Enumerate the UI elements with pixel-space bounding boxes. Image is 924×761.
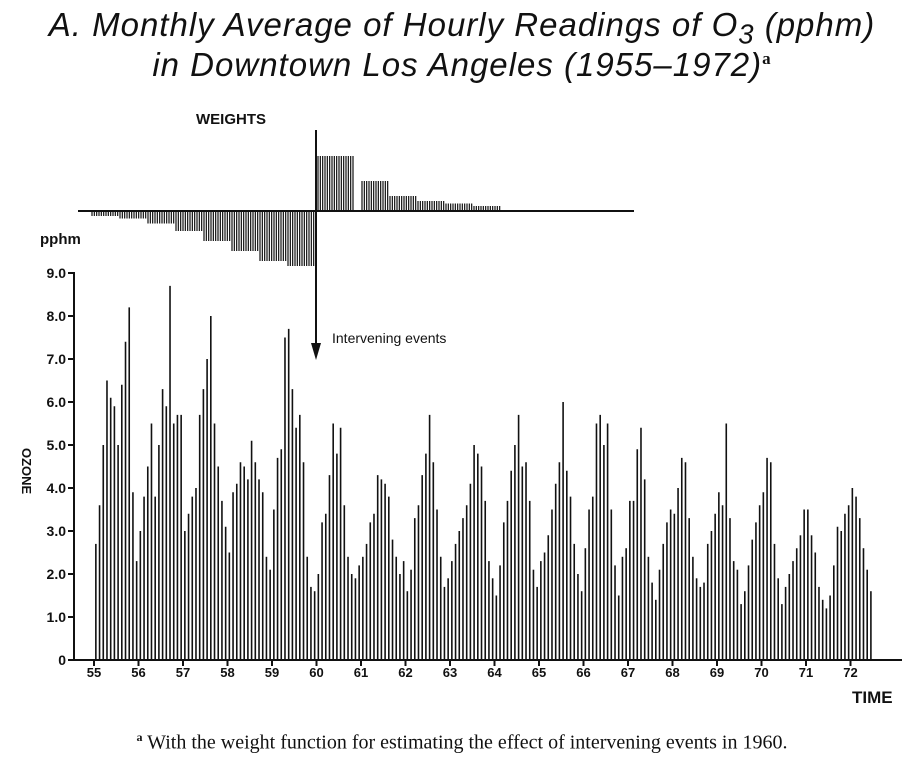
x-tick-label: 67: [621, 665, 635, 680]
x-tick-label: 68: [665, 665, 679, 680]
footnote-marker: a: [762, 49, 772, 68]
y-tick-label: 0: [58, 652, 66, 668]
x-tick-label: 55: [87, 665, 101, 680]
x-tick-label: 62: [398, 665, 412, 680]
y-axis-title: OZONE: [19, 448, 34, 495]
x-tick-label: 70: [754, 665, 768, 680]
footnote: a With the weight function for estimatin…: [0, 730, 924, 755]
x-tick-label: 72: [843, 665, 857, 680]
y-ticks: 0 1.0 2.0 3.0 4.0 5.0 6.0 7.0 8.0 9.0: [47, 265, 74, 668]
y-tick-label: 1.0: [47, 609, 67, 625]
weights-panel: WEIGHTS Intervening events: [78, 111, 634, 360]
x-tick-label: 63: [443, 665, 457, 680]
weight-bars: [91, 130, 501, 360]
footnote-marker: a: [136, 730, 143, 744]
y-tick-label: 7.0: [47, 351, 67, 367]
x-tick-label: 60: [309, 665, 323, 680]
chart-title-line-1: A. Monthly Average of Hourly Readings of…: [48, 6, 876, 50]
ozone-chart: WEIGHTS Intervening events pphm OZONE 0 1…: [19, 111, 902, 707]
y-tick-label: 2.0: [47, 566, 67, 582]
y-unit-label: pphm: [40, 231, 81, 248]
x-tick-label: 59: [265, 665, 279, 680]
y-tick-label: 4.0: [47, 480, 67, 496]
x-tick-label: 65: [532, 665, 546, 680]
y-tick-label: 8.0: [47, 308, 67, 324]
x-ticks: 55 56 57 58 59 60 61 62 63 64 65 66 67 68 69 70 71 72: [87, 660, 858, 680]
ozone-bars: [95, 285, 872, 660]
intervention-arrow-icon: [311, 343, 321, 360]
footnote-text: With the weight function for estimating …: [142, 731, 788, 754]
y-tick-label: 5.0: [47, 437, 67, 453]
y-tick-label: 6.0: [47, 394, 67, 410]
y-tick-label: 3.0: [47, 523, 67, 539]
x-tick-label: 56: [131, 665, 145, 680]
ozone-bar-chart: pphm OZONE 01.02.03.04.05.06.07.08.09.0 …: [19, 231, 902, 707]
x-tick-label: 61: [354, 665, 368, 680]
x-tick-label: 58: [220, 665, 234, 680]
x-axis-title: TIME: [852, 688, 893, 707]
y-tick-label: 9.0: [47, 265, 67, 281]
chart-title-line-2: in Downtown Los Angeles (1955–1972)a: [152, 46, 772, 83]
x-tick-label: 64: [487, 665, 502, 680]
x-tick-label: 66: [576, 665, 590, 680]
x-tick-label: 57: [176, 665, 190, 680]
x-tick-label: 69: [710, 665, 724, 680]
x-tick-label: 71: [799, 665, 813, 680]
weights-label: WEIGHTS: [196, 111, 266, 128]
intervening-events-label: Intervening events: [332, 330, 446, 346]
